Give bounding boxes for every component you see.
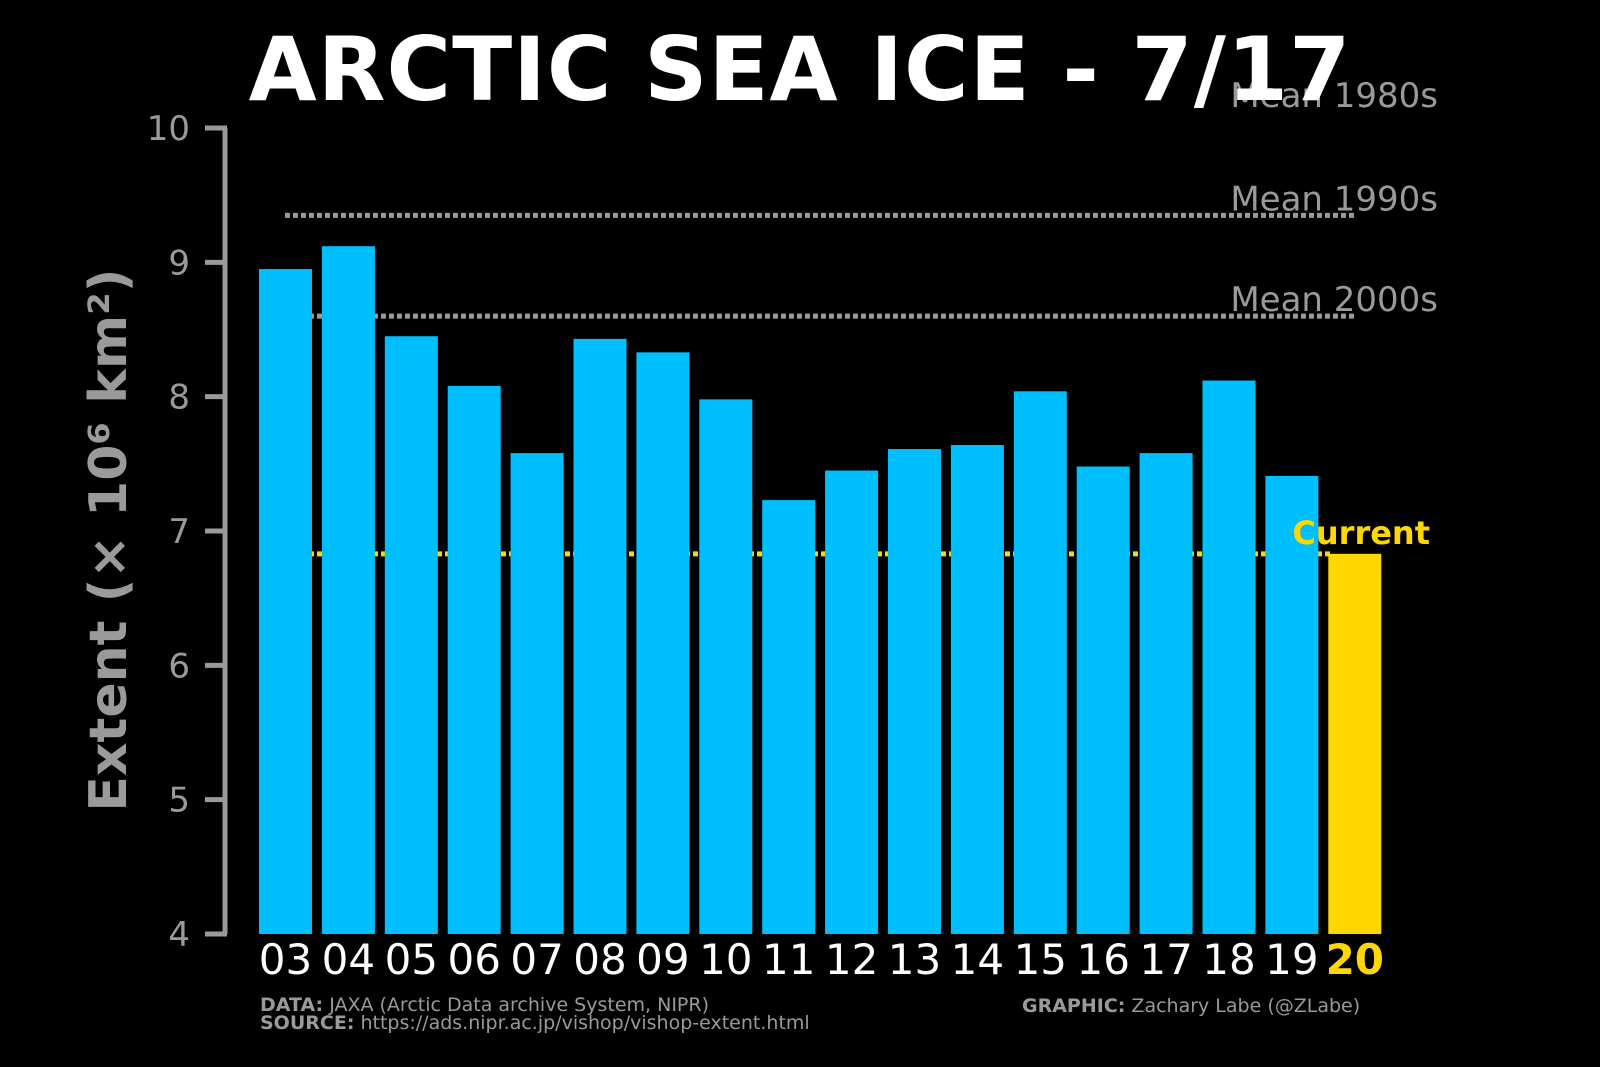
footer-source: SOURCE: https://ads.nipr.ac.jp/vishop/vi… (260, 1014, 810, 1033)
bar (1076, 466, 1130, 934)
x-tick-label: 08 (573, 935, 626, 984)
bars (259, 246, 1382, 935)
y-axis-label: Extent (× 10⁶ km²) (79, 268, 139, 811)
x-tick-label: 10 (699, 935, 752, 984)
bar (1328, 553, 1382, 934)
bar (825, 470, 879, 934)
x-tick-label: 11 (762, 935, 815, 984)
bar (636, 352, 690, 934)
x-tick-label: 05 (385, 935, 438, 984)
footer-data: DATA: JAXA (Arctic Data archive System, … (260, 996, 709, 1015)
x-tick-label: 03 (259, 935, 312, 984)
bar (699, 399, 753, 934)
x-tick-label: 04 (322, 935, 375, 984)
footer-graphic: GRAPHIC: Zachary Labe (@ZLabe) (1022, 997, 1360, 1016)
footer-graphic-text: Zachary Labe (@ZLabe) (1131, 995, 1361, 1017)
y-tick-label: 6 (168, 646, 190, 686)
reference-labels: Mean 1980s Mean 1990s Mean 2000s Current (1230, 76, 1438, 552)
y-tick-label: 8 (168, 378, 190, 418)
bar (384, 336, 438, 934)
y-tick-label: 5 (168, 781, 190, 821)
y-axis: 4 5 6 7 8 9 10 (147, 109, 228, 955)
footer-source-text: https://ads.nipr.ac.jp/vishop/vishop-ext… (360, 1012, 810, 1034)
bar (1013, 391, 1067, 934)
footer-data-text: JAXA (Arctic Data archive System, NIPR) (329, 994, 709, 1016)
x-tick-label: 14 (951, 935, 1004, 984)
bar (888, 449, 941, 934)
reference-line-label: Mean 1990s (1230, 179, 1438, 219)
x-tick-label: 15 (1014, 935, 1067, 984)
x-tick-label: 07 (510, 935, 563, 984)
footer-data-label: DATA: (260, 994, 324, 1016)
y-tick-label: 9 (168, 243, 190, 283)
x-tick-label: 06 (447, 935, 500, 984)
bar (573, 338, 627, 934)
chart-title: ARCTIC SEA ICE - 7/17 (248, 18, 1352, 121)
bar (321, 246, 375, 935)
bar (762, 500, 816, 934)
x-tick-label: 19 (1265, 935, 1318, 984)
reference-line-label: Mean 1980s (1230, 76, 1438, 116)
x-tick-label: 17 (1139, 935, 1192, 984)
x-tick-label: 09 (636, 935, 689, 984)
x-tick-label: 16 (1076, 935, 1129, 984)
bar (950, 445, 1004, 934)
bar (1139, 453, 1193, 934)
bar (1202, 380, 1256, 935)
y-tick-label: 4 (168, 915, 190, 955)
x-tick-label: 20 (1326, 935, 1384, 984)
bar (510, 453, 564, 934)
y-tick-label: 7 (168, 512, 190, 552)
bar (1265, 475, 1319, 934)
reference-line-label: Current (1292, 514, 1430, 552)
y-tick-label: 10 (147, 109, 190, 149)
reference-lines (285, 212, 1356, 557)
x-tick-label: 18 (1202, 935, 1255, 984)
bar (447, 385, 501, 934)
footer-source-label: SOURCE: (260, 1012, 355, 1034)
reference-line-label: Mean 2000s (1230, 280, 1438, 320)
x-axis-labels: 03 04 05 06 07 08 09 10 11 12 13 14 15 16 17 18 19 20 (259, 935, 1384, 984)
footer-graphic-label: GRAPHIC: (1022, 995, 1126, 1017)
x-tick-label: 13 (888, 935, 941, 984)
bar (259, 269, 312, 934)
x-tick-label: 12 (825, 935, 878, 984)
